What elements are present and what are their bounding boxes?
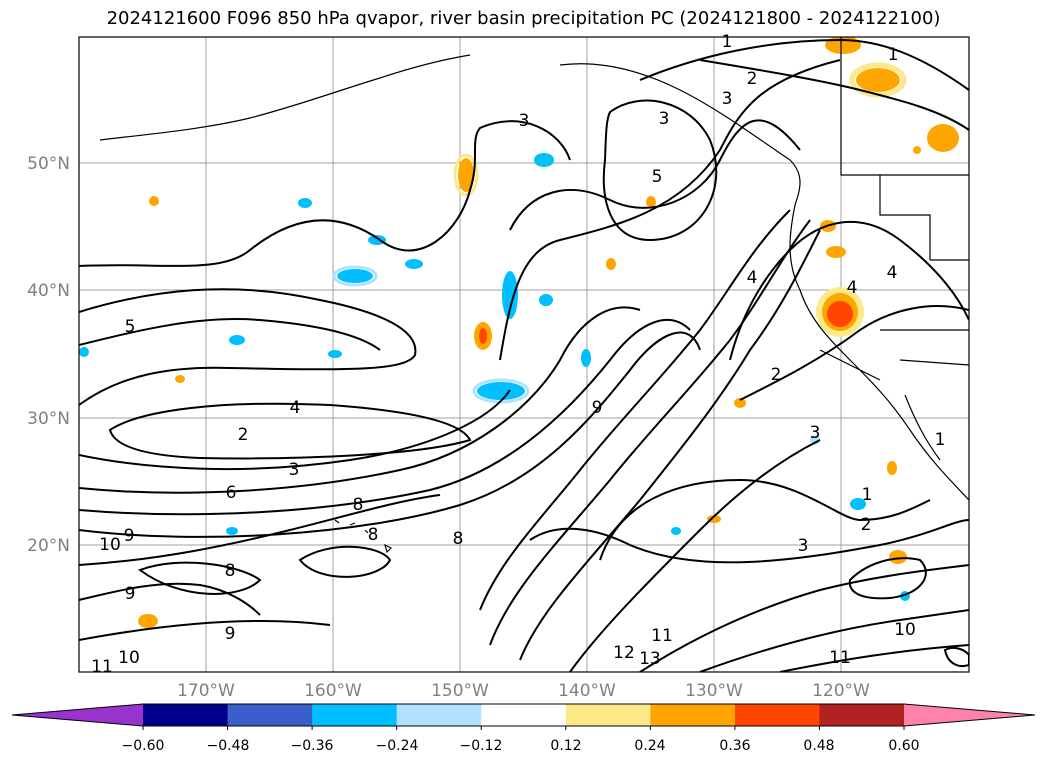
- contour-label: 1: [862, 485, 873, 505]
- colorbar-tick-label: 0.60: [888, 738, 919, 754]
- map-plot-area: [79, 37, 969, 672]
- contour-label: 1: [935, 430, 946, 450]
- lon-label: 150°W: [431, 681, 489, 701]
- coastlines: [99, 37, 969, 554]
- colorbar-block: [396, 704, 482, 726]
- plot-frame: [78, 36, 970, 673]
- lon-label: 170°W: [177, 681, 235, 701]
- contour-label: 4: [290, 398, 301, 418]
- contour-label: 9: [592, 398, 603, 418]
- contour-label: 4: [747, 268, 758, 288]
- contour-label: 8: [368, 525, 379, 545]
- colorbar-block: [734, 704, 820, 726]
- contour-label: 3: [810, 423, 821, 443]
- graticule: [79, 37, 969, 672]
- contour-label: 9: [124, 526, 135, 546]
- contour-label: 3: [659, 109, 670, 129]
- contour-label: 3: [722, 89, 733, 109]
- contour-label: 10: [894, 620, 916, 640]
- colorbar-tick-label: −0.48: [207, 738, 250, 754]
- colorbar-tick-labels: −0.60 −0.48 −0.36 −0.24 −0.12 0.12 0.24 …: [122, 738, 920, 754]
- colorbar-tick-label: −0.24: [376, 738, 419, 754]
- map-title: 2024121600 F096 850 hPa qvapor, river ba…: [106, 8, 941, 29]
- colorbar-tick-label: 0.24: [634, 738, 665, 754]
- contour-label: 5: [125, 317, 136, 337]
- lon-label: 130°W: [685, 681, 743, 701]
- colorbar-under-triangle: [12, 704, 143, 726]
- colorbar-tick-label: 0.12: [550, 738, 581, 754]
- lat-label: 30°N: [27, 409, 70, 429]
- lat-label: 20°N: [27, 536, 70, 556]
- lon-label: 140°W: [558, 681, 616, 701]
- longitude-labels: 170°W 160°W 150°W 140°W 130°W 120°W: [177, 681, 870, 701]
- contour-label: 10: [99, 535, 121, 555]
- contour-label: 2: [771, 365, 782, 385]
- colorbar-tick-label: −0.12: [460, 738, 503, 754]
- lat-label: 40°N: [27, 281, 70, 301]
- colorbar-block: [650, 704, 736, 726]
- colorbar-block: [143, 704, 229, 726]
- contour-label: 6: [226, 483, 237, 503]
- colorbar-block: [481, 704, 567, 726]
- contour-label: 3: [519, 111, 530, 131]
- contour-label: 11: [651, 626, 673, 646]
- contour-label: 8: [225, 561, 236, 581]
- contour-label: 2: [238, 425, 249, 445]
- colorbar-block: [819, 704, 905, 726]
- contour-label: 3: [289, 460, 300, 480]
- colorbar-tick-label: −0.36: [291, 738, 334, 754]
- contour-label: 4: [847, 278, 858, 298]
- colorbar-block: [312, 704, 398, 726]
- contour-label: 10: [118, 648, 140, 668]
- contour-label: 13: [639, 649, 661, 669]
- colorbar-tick-label: 0.48: [803, 738, 834, 754]
- qvapor-contours: [79, 38, 969, 672]
- contour-label: 3: [798, 536, 809, 556]
- contour-label: 4: [887, 263, 898, 283]
- contour-label: 8: [353, 495, 364, 515]
- lon-label: 120°W: [812, 681, 870, 701]
- contour-label: 9: [125, 584, 136, 604]
- contour-label: 2: [747, 69, 758, 89]
- contour-label: 1: [722, 32, 733, 52]
- colorbar-tick-label: 0.36: [719, 738, 750, 754]
- contour-label: 12: [613, 643, 635, 663]
- contour-label: 11: [91, 657, 113, 677]
- lat-label: 50°N: [27, 154, 70, 174]
- contour-label: 5: [652, 167, 663, 187]
- colorbar: [11, 703, 1036, 730]
- latitude-labels: 50°N 40°N 30°N 20°N: [27, 154, 70, 556]
- contour-label-layer: 1 1 2 3 3 3 5 5 4 2 3 4 4 4 2 3 6 8 9 8 …: [91, 32, 945, 677]
- lon-label: 160°W: [304, 681, 362, 701]
- colorbar-block: [565, 704, 651, 726]
- colorbar-block: [227, 704, 313, 726]
- colorbar-over-triangle: [904, 704, 1035, 726]
- contour-label: 1: [888, 45, 899, 65]
- colorbar-tick-label: −0.60: [122, 738, 165, 754]
- contour-label: 9: [225, 624, 236, 644]
- contour-label: 11: [829, 648, 851, 668]
- contour-label: 8: [453, 529, 464, 549]
- contour-label: 2: [861, 515, 872, 535]
